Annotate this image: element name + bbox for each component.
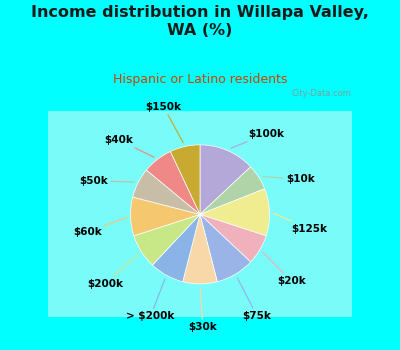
Wedge shape [146,152,200,214]
Wedge shape [183,214,217,284]
Wedge shape [200,214,266,262]
Wedge shape [133,170,200,214]
Text: $60k: $60k [73,218,126,237]
Wedge shape [152,214,200,282]
Text: $10k: $10k [263,174,314,184]
Text: $75k: $75k [237,278,271,321]
Text: Income distribution in Willapa Valley,
WA (%): Income distribution in Willapa Valley, W… [31,5,369,38]
Text: $150k: $150k [146,102,183,143]
Wedge shape [170,145,200,214]
Wedge shape [200,189,270,236]
Text: $50k: $50k [79,176,134,186]
Bar [48,111,352,317]
Wedge shape [200,145,251,214]
Text: City-Data.com: City-Data.com [292,89,352,98]
Wedge shape [200,167,265,214]
Text: $200k: $200k [87,254,138,289]
Text: Hispanic or Latino residents: Hispanic or Latino residents [113,74,287,86]
Text: $20k: $20k [263,252,306,286]
Text: $30k: $30k [188,288,217,332]
Text: $40k: $40k [104,135,154,157]
Text: > $200k: > $200k [126,279,175,321]
Text: $100k: $100k [231,129,284,148]
Wedge shape [130,197,200,236]
Text: $125k: $125k [274,213,327,234]
Wedge shape [134,214,200,265]
Wedge shape [200,214,251,282]
